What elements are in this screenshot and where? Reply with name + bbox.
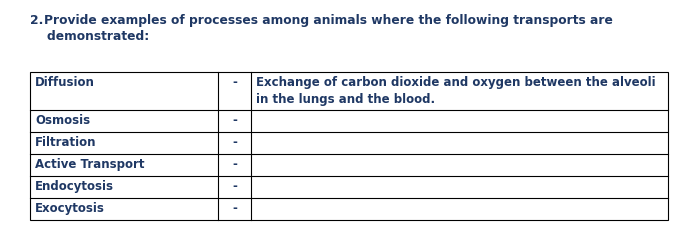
Text: Exocytosis: Exocytosis (35, 202, 105, 215)
Text: -: - (232, 180, 237, 193)
Text: 2.: 2. (30, 14, 43, 27)
Text: -: - (232, 202, 237, 215)
Text: Active Transport: Active Transport (35, 158, 145, 171)
Text: -: - (232, 136, 237, 149)
Text: -: - (232, 114, 237, 127)
Text: Exchange of carbon dioxide and oxygen between the alveoli
in the lungs and the b: Exchange of carbon dioxide and oxygen be… (256, 76, 656, 106)
Text: Filtration: Filtration (35, 136, 97, 149)
Text: Endocytosis: Endocytosis (35, 180, 114, 193)
Text: Provide examples of processes among animals where the following transports are: Provide examples of processes among anim… (44, 14, 613, 27)
Text: -: - (232, 158, 237, 171)
Text: demonstrated:: demonstrated: (30, 30, 149, 43)
Bar (30, 72, 668, 220)
Text: Diffusion: Diffusion (35, 76, 95, 89)
Text: Osmosis: Osmosis (35, 114, 90, 127)
Text: -: - (232, 76, 237, 89)
